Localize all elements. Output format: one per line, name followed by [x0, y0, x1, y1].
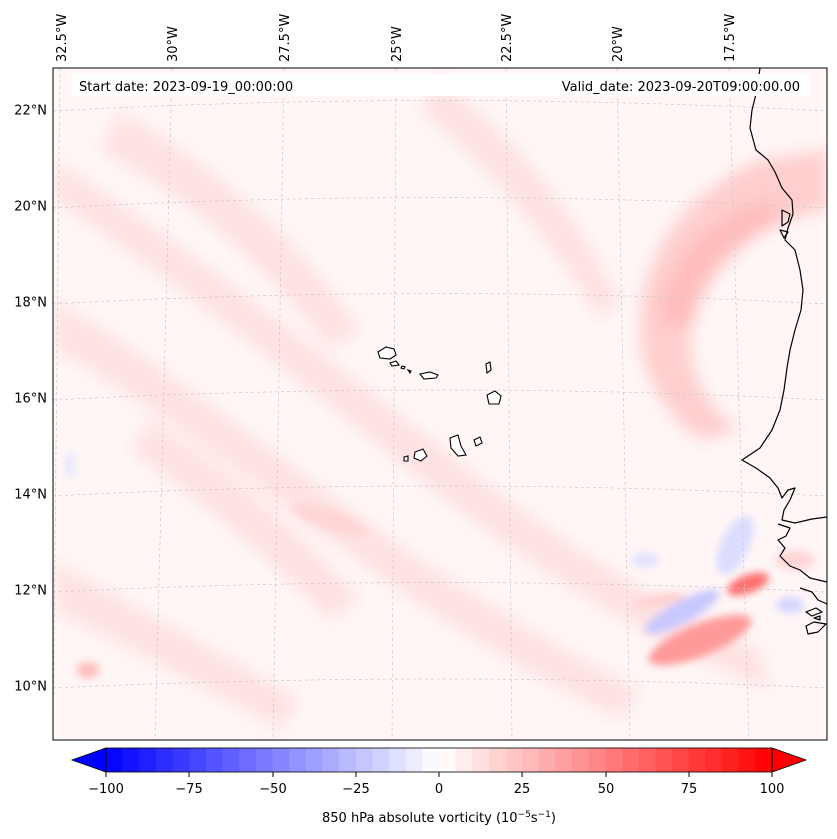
colorbar-arrow-max	[771, 747, 808, 773]
colorbar-segment	[588, 748, 607, 772]
colorbar-segment	[472, 748, 490, 772]
latitude-labels: 22°N 20°N 18°N 16°N 14°N 12°N 10°N	[14, 104, 47, 695]
colorbar-segment	[522, 748, 540, 772]
colorbar-segment	[622, 748, 640, 772]
colorbar-segment	[139, 748, 157, 772]
colorbar-segment	[272, 748, 290, 772]
cbar-tick-25: 25	[514, 782, 531, 797]
colorbar-segment	[305, 748, 324, 772]
colorbar-segment	[422, 748, 440, 772]
colorbar-segment	[705, 748, 723, 772]
header-info-box	[72, 74, 810, 96]
colorbar-segment	[339, 748, 357, 772]
colorbar-tick-labels: −100 −75 −50 −25 0 25 50 75 100	[88, 782, 784, 797]
colorbar-segment	[688, 748, 706, 772]
colorbar-segment	[738, 748, 756, 772]
lon-label-32-5w: 32.5°W	[55, 14, 70, 62]
colorbar-segment	[205, 748, 224, 772]
colorbar-segment	[555, 748, 573, 772]
colorbar-segment	[722, 748, 740, 772]
lat-label-14n: 14°N	[14, 488, 47, 503]
cbar-tick-neg100: −100	[88, 782, 124, 797]
lat-label-20n: 20°N	[14, 200, 47, 215]
colorbar-segment	[155, 748, 174, 772]
lon-label-22-5w: 22.5°W	[500, 14, 515, 62]
colorbar-label: 850 hPa absolute vorticity (10−5s−1)	[322, 810, 556, 826]
colorbar-segment	[638, 748, 657, 772]
graticule	[53, 68, 827, 740]
cbar-tick-neg50: −50	[259, 782, 286, 797]
colorbar-segments	[106, 748, 773, 772]
colorbar-tick-marks	[105, 772, 773, 777]
cbar-tick-neg25: −25	[342, 782, 369, 797]
cbar-tick-50: 50	[598, 782, 615, 797]
start-date-text: Start date: 2023-09-19_00:00:00	[79, 80, 293, 95]
cbar-tick-75: 75	[681, 782, 698, 797]
cabo-verde-islands	[377, 346, 502, 462]
colorbar-segment	[122, 748, 140, 772]
colorbar-segment	[455, 748, 473, 772]
west-africa-coastline	[741, 68, 827, 635]
vorticity-field-coastal-band	[640, 150, 827, 440]
lon-label-25w: 25°W	[390, 26, 405, 62]
map-panel	[53, 68, 827, 740]
colorbar-segment	[106, 748, 124, 772]
vorticity-field-positive-streaks	[55, 80, 770, 730]
colorbar-segment	[405, 748, 423, 772]
lat-label-10n: 10°N	[14, 680, 47, 695]
colorbar-segment	[672, 748, 690, 772]
lat-label-12n: 12°N	[14, 584, 47, 599]
colorbar-segment	[538, 748, 557, 772]
valid-date-text: Valid_date: 2023-09-20T09:00:00.00	[562, 80, 800, 95]
vorticity-field-strong-features	[65, 451, 815, 678]
colorbar-segment	[172, 748, 190, 772]
colorbar-segment	[572, 748, 590, 772]
lat-label-22n: 22°N	[14, 104, 47, 119]
lon-label-17-5w: 17.5°W	[723, 14, 738, 62]
colorbar-segment	[355, 748, 373, 772]
colorbar-segment	[222, 748, 240, 772]
colorbar-segment	[505, 748, 523, 772]
colorbar-arrow-min	[70, 747, 107, 773]
cbar-tick-100: 100	[760, 782, 785, 797]
colorbar-segment	[389, 748, 407, 772]
lat-label-16n: 16°N	[14, 392, 47, 407]
cbar-tick-0: 0	[435, 782, 443, 797]
lat-label-18n: 18°N	[14, 296, 47, 311]
colorbar-segment	[289, 748, 307, 772]
lon-label-30w: 30°W	[166, 26, 181, 62]
colorbar-segment	[189, 748, 207, 772]
colorbar-segment	[255, 748, 274, 772]
colorbar-segment	[655, 748, 673, 772]
lon-label-20w: 20°W	[611, 26, 626, 62]
map-frame	[52, 67, 828, 741]
colorbar-segment	[372, 748, 390, 772]
colorbar-segment	[605, 748, 623, 772]
cbar-tick-neg75: −75	[175, 782, 202, 797]
colorbar-segment	[239, 748, 257, 772]
longitude-labels: 32.5°W 30°W 27.5°W 25°W 22.5°W 20°W 17.5…	[55, 14, 738, 62]
colorbar-segment	[755, 748, 773, 772]
lon-label-27-5w: 27.5°W	[278, 14, 293, 62]
colorbar-segment	[322, 748, 340, 772]
colorbar-segment	[488, 748, 507, 772]
colorbar: −100 −75 −50 −25 0 25 50 75 100 850 hPa …	[70, 747, 808, 826]
colorbar-segment	[439, 748, 457, 772]
